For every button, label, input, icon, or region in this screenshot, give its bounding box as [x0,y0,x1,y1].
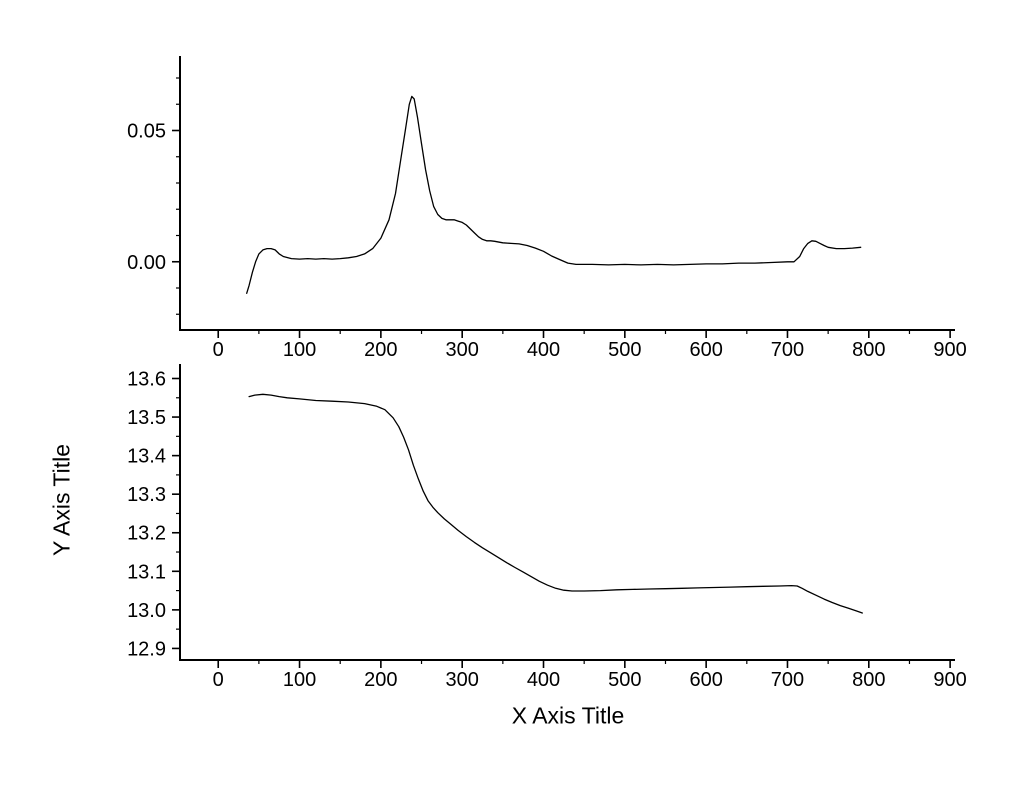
svg-text:700: 700 [771,339,804,361]
x-axis-title: X Axis Title [511,702,625,729]
svg-text:100: 100 [283,669,316,691]
svg-text:0.05: 0.05 [127,121,166,143]
svg-text:500: 500 [608,669,641,691]
svg-text:100: 100 [283,339,316,361]
svg-text:500: 500 [608,339,641,361]
svg-text:12.9: 12.9 [127,638,166,660]
svg-text:13.3: 13.3 [127,484,166,506]
svg-text:0: 0 [213,339,224,361]
svg-text:800: 800 [852,339,885,361]
svg-text:13.5: 13.5 [127,407,166,429]
svg-text:13.4: 13.4 [127,446,166,468]
svg-text:700: 700 [771,669,804,691]
svg-text:13.1: 13.1 [127,561,166,583]
svg-text:400: 400 [527,339,560,361]
svg-text:200: 200 [364,339,397,361]
svg-text:0.00: 0.00 [127,252,166,274]
svg-text:600: 600 [689,339,722,361]
svg-text:13.0: 13.0 [127,600,166,622]
svg-text:900: 900 [933,669,966,691]
svg-text:0: 0 [213,669,224,691]
svg-text:400: 400 [527,669,560,691]
svg-text:13.2: 13.2 [127,523,166,545]
svg-text:13.6: 13.6 [127,368,166,390]
svg-text:300: 300 [446,669,479,691]
svg-text:600: 600 [689,669,722,691]
svg-text:900: 900 [933,339,966,361]
svg-text:300: 300 [446,339,479,361]
y-axis-title: Y Axis Title [48,443,75,557]
svg-text:200: 200 [364,669,397,691]
svg-text:800: 800 [852,669,885,691]
